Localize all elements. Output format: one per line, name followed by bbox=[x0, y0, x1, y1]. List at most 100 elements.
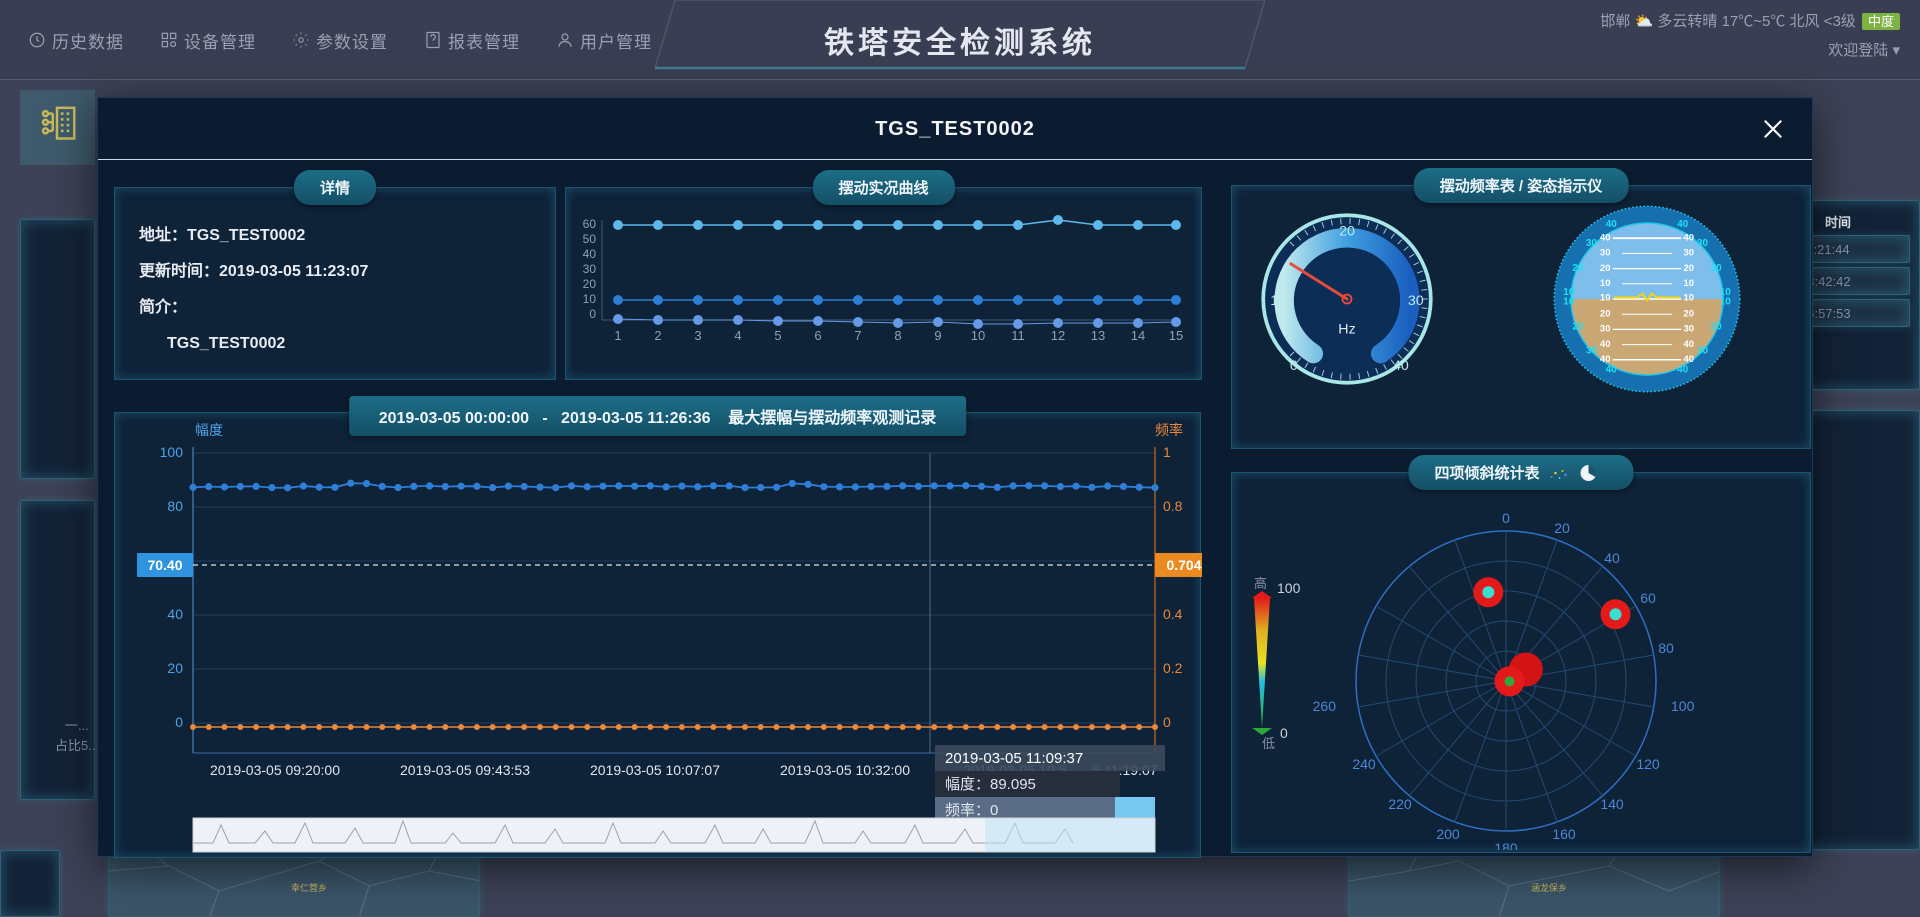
svg-text:4: 4 bbox=[734, 328, 741, 343]
svg-text:20: 20 bbox=[1554, 520, 1570, 536]
svg-text:20: 20 bbox=[1684, 263, 1695, 274]
svg-text:2019-03-05 09:43:53: 2019-03-05 09:43:53 bbox=[400, 762, 530, 778]
svg-text:140: 140 bbox=[1600, 796, 1624, 812]
svg-text:100: 100 bbox=[1671, 698, 1695, 714]
svg-text:160: 160 bbox=[1552, 826, 1576, 842]
svg-text:30: 30 bbox=[1586, 346, 1597, 357]
svg-text:2019-03-05 09:20:00: 2019-03-05 09:20:00 bbox=[210, 762, 340, 778]
svg-text:幅度：89.095: 幅度：89.095 bbox=[945, 776, 1036, 793]
svg-text:0.2: 0.2 bbox=[1163, 660, 1183, 676]
svg-text:80: 80 bbox=[167, 498, 183, 514]
svg-text:20: 20 bbox=[1339, 223, 1355, 239]
svg-text:20: 20 bbox=[1600, 263, 1611, 274]
svg-text:Hz: Hz bbox=[1338, 321, 1355, 337]
svg-text:7: 7 bbox=[854, 328, 861, 343]
svg-text:11: 11 bbox=[1011, 328, 1025, 343]
svg-text:10: 10 bbox=[1684, 293, 1695, 304]
svg-text:40: 40 bbox=[1393, 358, 1409, 374]
svg-text:40: 40 bbox=[1677, 219, 1688, 230]
svg-text:10: 10 bbox=[971, 328, 985, 343]
svg-text:10: 10 bbox=[1270, 293, 1286, 309]
svg-text:30: 30 bbox=[1408, 293, 1424, 309]
svg-text:50: 50 bbox=[583, 232, 597, 246]
svg-text:0: 0 bbox=[1163, 714, 1171, 730]
svg-text:频率: 频率 bbox=[1155, 422, 1183, 438]
svg-text:13: 13 bbox=[1091, 328, 1105, 343]
svg-text:20: 20 bbox=[1600, 308, 1611, 319]
svg-text:1: 1 bbox=[1163, 444, 1171, 460]
svg-text:10: 10 bbox=[583, 292, 597, 306]
svg-text:80: 80 bbox=[1658, 640, 1674, 656]
svg-text:40: 40 bbox=[1600, 354, 1611, 365]
svg-text:220: 220 bbox=[1388, 796, 1412, 812]
svg-text:180: 180 bbox=[1494, 840, 1518, 850]
svg-text:0.704: 0.704 bbox=[1166, 557, 1201, 573]
svg-text:40: 40 bbox=[1677, 365, 1688, 376]
svg-text:200: 200 bbox=[1436, 826, 1460, 842]
svg-text:10: 10 bbox=[1720, 296, 1731, 307]
svg-text:40: 40 bbox=[1684, 232, 1695, 243]
svg-text:30: 30 bbox=[1697, 346, 1708, 357]
svg-text:2019-03-05 10:32:00: 2019-03-05 10:32:00 bbox=[780, 762, 910, 778]
svg-text:幸仁营乡: 幸仁营乡 bbox=[291, 882, 327, 893]
svg-text:260: 260 bbox=[1313, 698, 1337, 714]
svg-text:40: 40 bbox=[1684, 339, 1695, 350]
svg-text:100: 100 bbox=[160, 444, 184, 460]
svg-text:2: 2 bbox=[654, 328, 661, 343]
svg-text:10: 10 bbox=[1600, 293, 1611, 304]
svg-text:6: 6 bbox=[814, 328, 821, 343]
svg-text:20: 20 bbox=[1711, 321, 1722, 332]
svg-text:40: 40 bbox=[167, 606, 183, 622]
svg-text:频率：0: 频率：0 bbox=[945, 802, 998, 819]
svg-text:40: 40 bbox=[1606, 365, 1617, 376]
svg-text:40: 40 bbox=[1604, 550, 1620, 566]
svg-text:70.40: 70.40 bbox=[147, 557, 182, 573]
svg-text:0: 0 bbox=[175, 714, 183, 730]
svg-text:40: 40 bbox=[1600, 339, 1611, 350]
svg-text:0: 0 bbox=[1502, 510, 1510, 526]
svg-text:30: 30 bbox=[1600, 248, 1611, 259]
svg-text:30: 30 bbox=[1697, 238, 1708, 249]
svg-text:8: 8 bbox=[894, 328, 901, 343]
svg-text:120: 120 bbox=[1636, 756, 1660, 772]
svg-text:30: 30 bbox=[583, 262, 597, 276]
svg-text:0: 0 bbox=[589, 307, 596, 321]
svg-text:40: 40 bbox=[1606, 219, 1617, 230]
svg-text:1: 1 bbox=[614, 328, 621, 343]
svg-text:12: 12 bbox=[1051, 328, 1065, 343]
svg-text:30: 30 bbox=[1600, 324, 1611, 335]
svg-text:10: 10 bbox=[1600, 278, 1611, 289]
svg-text:幅度: 幅度 bbox=[195, 422, 223, 438]
svg-text:20: 20 bbox=[1711, 263, 1722, 274]
svg-text:40: 40 bbox=[1600, 232, 1611, 243]
svg-text:30: 30 bbox=[1586, 238, 1597, 249]
svg-text:30: 30 bbox=[1684, 324, 1695, 335]
svg-text:20: 20 bbox=[1572, 321, 1583, 332]
svg-text:10: 10 bbox=[1563, 296, 1574, 307]
svg-text:20: 20 bbox=[1684, 308, 1695, 319]
svg-text:0: 0 bbox=[1280, 725, 1288, 741]
svg-text:40: 40 bbox=[583, 247, 597, 261]
svg-text:3: 3 bbox=[694, 328, 701, 343]
svg-text:60: 60 bbox=[1640, 590, 1656, 606]
svg-text:0: 0 bbox=[1290, 358, 1298, 374]
svg-text:10: 10 bbox=[1684, 278, 1695, 289]
svg-text:40: 40 bbox=[1684, 354, 1695, 365]
svg-text:低: 低 bbox=[1262, 736, 1275, 751]
svg-text:0.8: 0.8 bbox=[1163, 498, 1183, 514]
svg-text:20: 20 bbox=[167, 660, 183, 676]
svg-text:2019-03-05 11:09:37: 2019-03-05 11:09:37 bbox=[945, 750, 1083, 767]
svg-text:60: 60 bbox=[583, 217, 597, 231]
svg-text:15: 15 bbox=[1169, 328, 1183, 343]
svg-text:涵龙保乡: 涵龙保乡 bbox=[1531, 882, 1567, 893]
svg-text:14: 14 bbox=[1131, 328, 1145, 343]
svg-text:2019-03-05 10:07:07: 2019-03-05 10:07:07 bbox=[590, 762, 720, 778]
svg-text:0.4: 0.4 bbox=[1163, 606, 1183, 622]
svg-text:20: 20 bbox=[1572, 263, 1583, 274]
svg-text:100: 100 bbox=[1277, 580, 1301, 596]
svg-text:30: 30 bbox=[1684, 248, 1695, 259]
svg-text:20: 20 bbox=[583, 277, 597, 291]
svg-text:高: 高 bbox=[1254, 576, 1267, 591]
svg-text:9: 9 bbox=[934, 328, 941, 343]
svg-text:240: 240 bbox=[1352, 756, 1376, 772]
